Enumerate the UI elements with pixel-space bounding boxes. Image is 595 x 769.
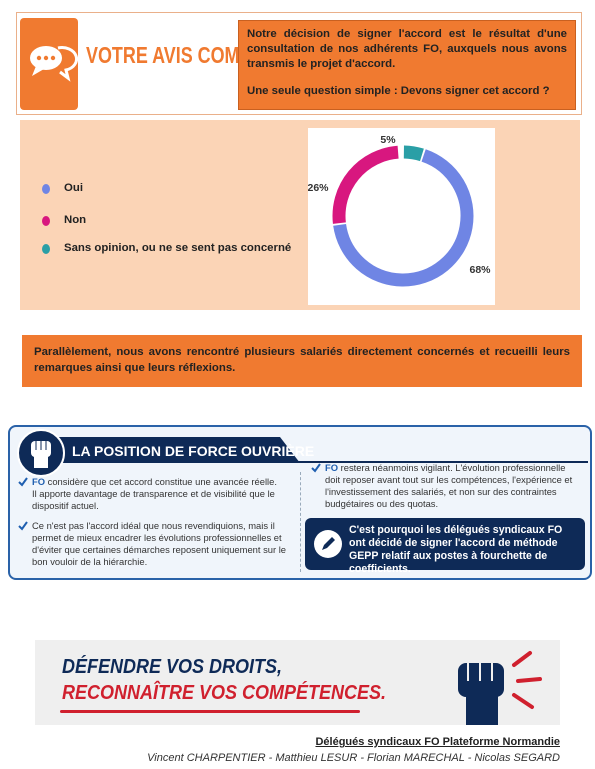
donut-chart: 5% 68% 26% [307, 134, 491, 287]
banner-line2: RECONNAÎTRE VOS COMPÉTENCES. [62, 682, 387, 704]
bullet-lead: FO [325, 462, 339, 473]
legend-dot [42, 244, 50, 254]
bullet-lead: FO [32, 476, 46, 487]
speech-icon [30, 46, 79, 82]
intro-box: Notre décision de signer l'accord est le… [238, 20, 576, 110]
donut-segment [332, 145, 399, 224]
intro: Notre décision de signer l'accord est le… [247, 28, 567, 70]
icon-box [20, 18, 79, 110]
paragraph-box: Parallèlement, nous avons rencontré plus… [22, 335, 582, 387]
top-frame [16, 12, 582, 115]
check [18, 477, 28, 487]
legend-item: Sans opinion, ou ne se sent pas concerné [40, 242, 291, 270]
bullet-text: considère que cet accord constitue une a… [32, 476, 277, 511]
check [311, 463, 321, 473]
conclusion: C'est pourquoi les délégués syndicaux FO… [349, 524, 579, 576]
bullet: Ce n'est pas l'accord idéal que nous rev… [18, 520, 290, 568]
legend: Oui Non Sans opinion, ou ne se sent pas co… [40, 182, 291, 270]
data-label: 68% [469, 264, 491, 276]
data-label: 26% [308, 182, 329, 194]
conclusion-lead: FO [547, 524, 563, 536]
legend-item: Non [40, 214, 291, 242]
data-label: 5% [380, 134, 396, 146]
legend-item: Oui [40, 182, 291, 214]
banner-fist [458, 651, 542, 725]
legend-dot [42, 184, 50, 194]
bullet-text: restera néanmoins vigilant. L'évolution … [325, 462, 573, 509]
conclusion-before: C'est pourquoi les délégués syndicaux [349, 524, 545, 536]
footer-title: Délégués syndicaux FO Plateforme Normand… [315, 736, 560, 748]
question: Une seule question simple : Devons signe… [247, 85, 550, 97]
position-title: LA POSITION DE FORCE OUVRIÈRE [72, 443, 315, 459]
position-header [50, 437, 300, 463]
banner-rule [60, 710, 360, 713]
legend-dot [42, 216, 50, 226]
pen-icon [314, 530, 342, 558]
chart-box: 5% 68% 26% [307, 128, 495, 305]
check [18, 521, 28, 531]
divider [300, 472, 301, 572]
legend-label: Sans opinion, ou ne se sent pas concerné [64, 242, 292, 254]
donut-segment [333, 149, 474, 287]
bullet: FO considère que cet accord constitue un… [18, 476, 282, 512]
conclusion-box: C'est pourquoi les délégués syndicaux FO… [305, 518, 585, 575]
header-rule [292, 461, 588, 463]
legend-label: Non [64, 214, 87, 226]
bullet-text: Ce n'est pas l'accord idéal que nous rev… [32, 520, 287, 567]
paragraph: Parallèlement, nous avons rencontré plus… [34, 346, 570, 374]
fist-icon [17, 429, 65, 477]
footer-names: Vincent CHARPENTIER - Matthieu LESUR - F… [147, 752, 560, 764]
conclusion-after: ont décidé de signer l'accord de méthode… [349, 537, 558, 575]
bullet: FO restera néanmoins vigilant. L'évoluti… [311, 462, 580, 510]
donut-segment [403, 145, 424, 162]
banner-line1: DÉFENDRE VOS DROITS, [62, 656, 283, 678]
legend-label: Oui [64, 182, 83, 194]
